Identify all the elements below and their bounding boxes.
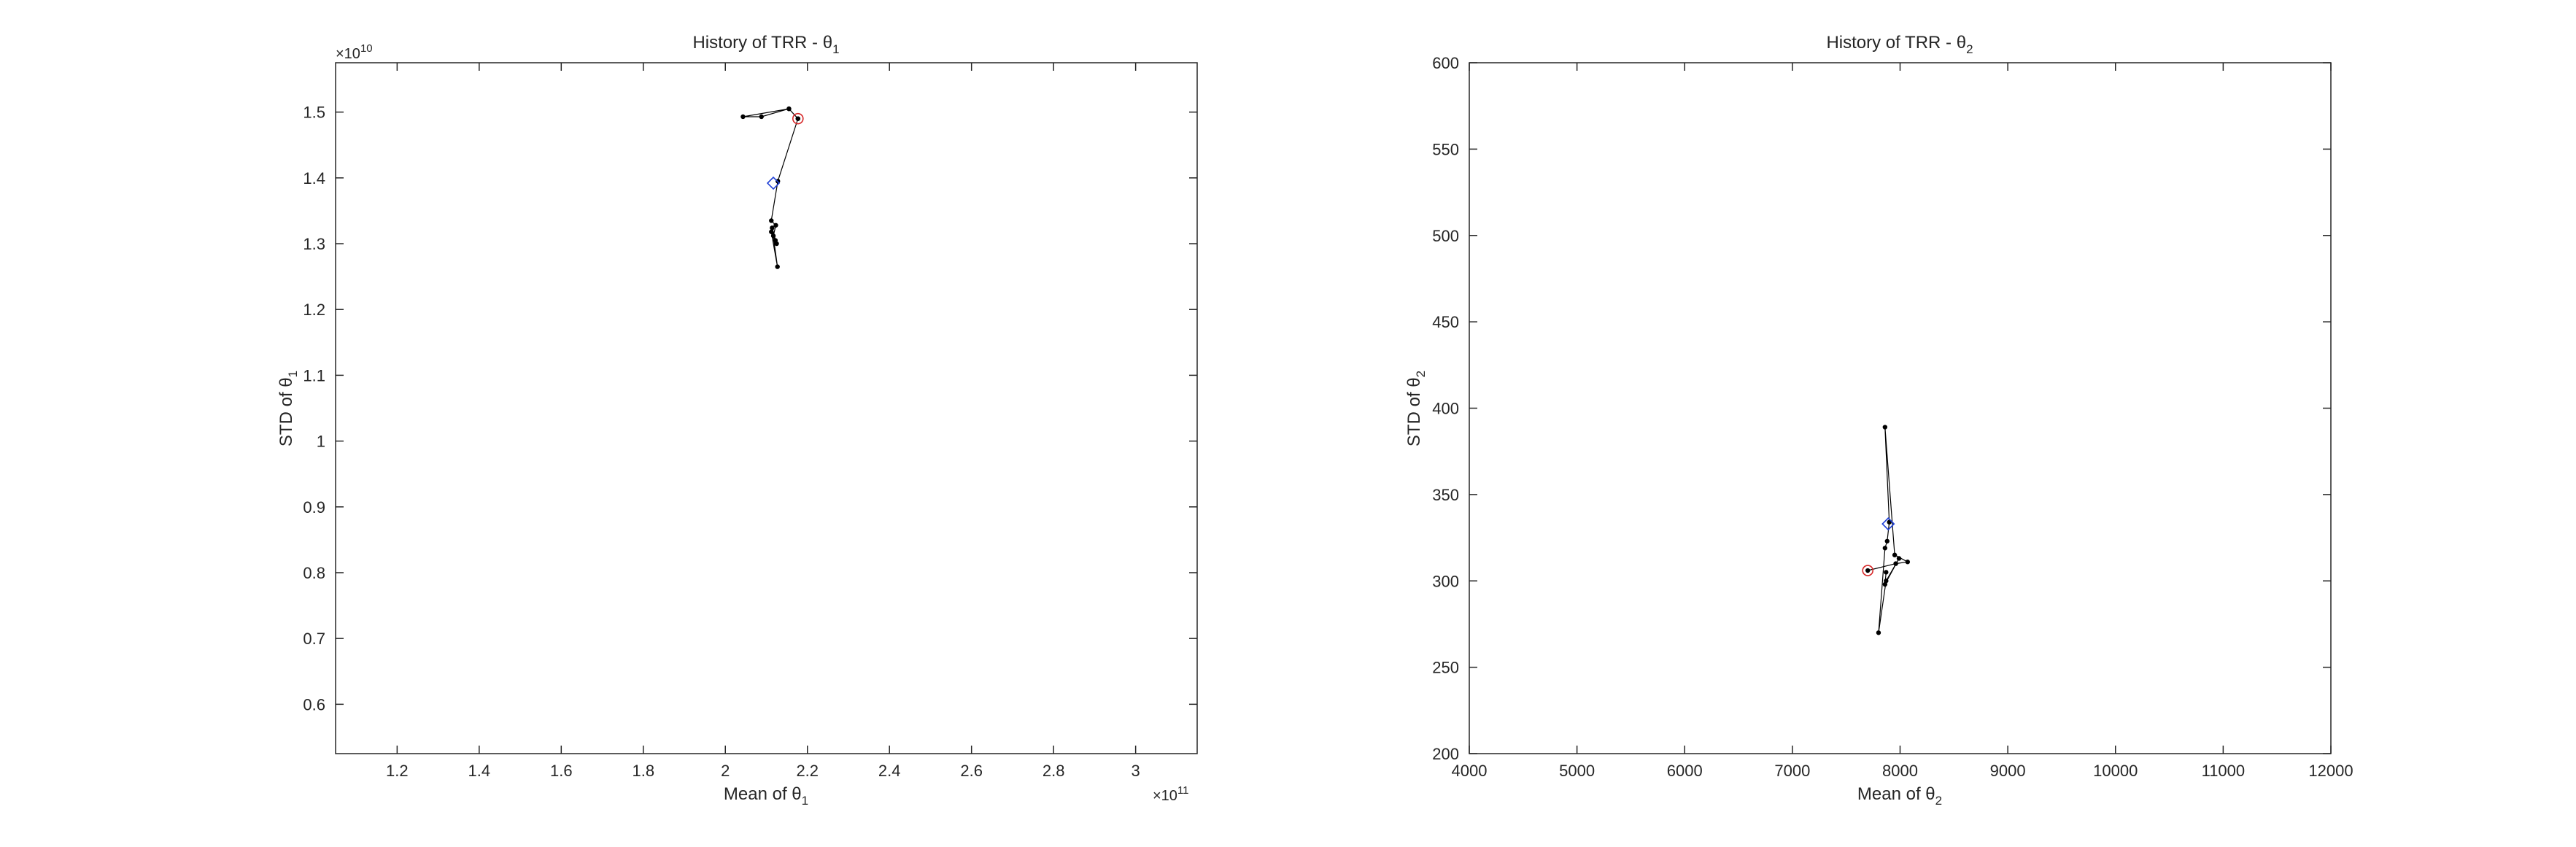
history-point [1882, 425, 1888, 430]
x-tick-label: 2.8 [1043, 762, 1065, 780]
y-tick-label: 0.9 [303, 498, 325, 517]
plot-area-theta2 [1469, 62, 2332, 754]
history-point [774, 241, 779, 247]
history-point [1893, 561, 1898, 566]
y-tick-label: 350 [1432, 486, 1459, 504]
history-point [786, 106, 792, 112]
y-tick-label: 200 [1432, 745, 1459, 763]
x-tick-label: 2.4 [878, 762, 901, 780]
y-tick-label: 1.2 [303, 301, 325, 319]
x-tick-label: 1.6 [550, 762, 573, 780]
x-tick-label: 12000 [2308, 762, 2353, 780]
history-point [769, 218, 774, 223]
y-tick-label: 1.4 [303, 169, 325, 187]
y-tick-label: 300 [1432, 572, 1459, 590]
y-tick-label: 0.7 [303, 630, 325, 648]
mean-marker-diamond [766, 176, 781, 190]
y-axis-label-theta2: STD of θ2 [1404, 371, 1428, 446]
history-point [1884, 570, 1889, 575]
x-tick-label: 4000 [1452, 762, 1488, 780]
x-axis-label-theta1: Mean of θ1 [724, 784, 808, 808]
x-tick-label: 3 [1132, 762, 1140, 780]
history-point [770, 233, 776, 239]
y-tick-label: 0.8 [303, 564, 325, 582]
x-tick-label: 1.2 [386, 762, 409, 780]
y-exponent-theta1: ×1010 [336, 42, 373, 62]
history-point [740, 114, 746, 120]
y-tick-label: 1.5 [303, 104, 325, 122]
start-marker-circle [792, 112, 804, 125]
x-exponent-theta1: ×1011 [1153, 784, 1189, 804]
y-tick-label: 250 [1432, 659, 1459, 677]
data-marks-theta1 [740, 106, 804, 269]
y-tick-label: 1 [317, 433, 325, 451]
ticks-theta2: 4000 5000 6000 7000 8000 9000 10000 11000 12000 2… [1432, 54, 2353, 780]
y-tick-label: 500 [1432, 227, 1459, 245]
y-tick-label: 400 [1432, 400, 1459, 418]
y-tick-label: 550 [1432, 140, 1459, 158]
y-tick-label: 450 [1432, 313, 1459, 331]
x-tick-label: 5000 [1559, 762, 1595, 780]
history-point [1884, 538, 1890, 544]
history-point [1882, 581, 1888, 587]
x-tick-label: 2.2 [796, 762, 819, 780]
data-marks-theta2 [1862, 425, 1911, 635]
y-tick-label: 1.3 [303, 235, 325, 253]
history-point [773, 223, 778, 228]
x-tick-label: 6000 [1667, 762, 1703, 780]
plot-area-theta1 [335, 62, 1198, 754]
x-tick-label: 9000 [1990, 762, 2026, 780]
x-axis-label-theta2: Mean of θ2 [1857, 784, 1942, 808]
x-tick-label: 2.6 [960, 762, 983, 780]
start-marker-dot [1865, 568, 1870, 573]
x-tick-label: 2 [721, 762, 730, 780]
ticks-theta1: 1.2 1.4 1.6 1.8 2 2.2 2.4 2.6 2.8 3 0.6 0.7 0.8 0.9 1 1… [303, 63, 1197, 780]
history-point [770, 225, 775, 231]
history-point [759, 114, 764, 120]
history-point [1892, 552, 1898, 557]
y-axis-label-theta1: STD of θ1 [276, 371, 300, 446]
y-tick-label: 600 [1432, 54, 1459, 72]
start-marker-dot [796, 117, 800, 121]
history-point [1896, 556, 1902, 561]
chart-theta1: 1.2 1.4 1.6 1.8 2 2.2 2.4 2.6 2.8 3 0.6 0.7 0.8 0.9 1 1… [276, 33, 1198, 808]
mean-marker-diamond [1881, 517, 1895, 531]
y-tick-label: 0.6 [303, 695, 325, 713]
x-tick-label: 8000 [1882, 762, 1918, 780]
x-tick-label: 1.8 [632, 762, 654, 780]
x-tick-label: 1.4 [468, 762, 491, 780]
history-point [769, 229, 774, 234]
chart-theta2: 4000 5000 6000 7000 8000 9000 10000 11000 12000 2… [1404, 33, 2353, 808]
history-point [775, 264, 780, 269]
x-tick-label: 7000 [1774, 762, 1810, 780]
x-tick-label: 11000 [2202, 762, 2246, 780]
start-marker-circle [1862, 565, 1874, 576]
y-tick-label: 1.1 [303, 366, 325, 384]
history-point [1882, 546, 1888, 551]
x-tick-label: 10000 [2093, 762, 2138, 780]
history-point [1905, 560, 1911, 565]
history-point [1876, 630, 1881, 635]
chart-title-theta1: History of TRR - θ1 [692, 33, 839, 56]
chart-title-theta2: History of TRR - θ2 [1826, 33, 1973, 56]
